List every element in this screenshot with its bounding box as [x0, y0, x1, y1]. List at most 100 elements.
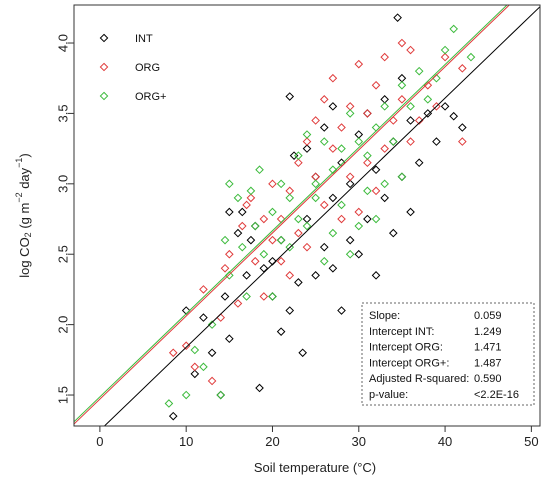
point-org-plus: [276, 179, 286, 189]
point-org-plus: [294, 151, 303, 160]
x-tick-label: 0: [96, 434, 103, 449]
point-org: [406, 137, 415, 146]
point-int: [255, 383, 264, 393]
point-org-plus: [371, 123, 381, 132]
point-org-plus: [302, 130, 312, 139]
point-org: [371, 80, 381, 90]
point-org: [181, 341, 191, 351]
point-org: [328, 144, 338, 153]
point-org-plus: [311, 179, 320, 189]
point-org-plus: [354, 221, 364, 231]
legend-marker: [99, 33, 109, 43]
point-int: [225, 207, 234, 217]
point-int: [276, 327, 286, 336]
point-int: [458, 123, 467, 132]
point-org: [345, 102, 355, 111]
point-org-plus: [242, 292, 251, 301]
y-tick-label: 2.5: [56, 245, 71, 263]
legend-label: INT: [135, 33, 153, 45]
point-org-plus: [311, 193, 320, 203]
point-int: [363, 214, 372, 224]
point-int: [440, 102, 450, 111]
point-org-plus: [397, 172, 407, 182]
point-org-plus: [216, 390, 226, 400]
point-org: [302, 137, 312, 146]
y-title-base: log CO: [17, 237, 32, 277]
point-org-plus: [276, 235, 286, 245]
point-org-plus: [237, 242, 247, 252]
point-org: [354, 59, 364, 69]
y-title-exp1: −2: [14, 192, 24, 202]
point-org: [328, 73, 338, 83]
legend-marker: [99, 62, 109, 72]
y-title-sub: 2: [23, 232, 33, 237]
y-tick-label: 1.5: [56, 386, 71, 404]
point-org: [380, 52, 389, 62]
point-org: [380, 144, 389, 153]
regression-line-org-plus: [74, 5, 508, 423]
point-org-plus: [259, 249, 269, 259]
regression-line-int: [103, 6, 540, 426]
point-int: [328, 102, 338, 111]
axes: 0 10 20 30 40 50 1.5 2.0 2.5 3.0 3.5 4.0: [56, 4, 541, 449]
point-org-plus: [388, 137, 398, 146]
point-org: [294, 228, 303, 238]
point-int: [285, 306, 295, 315]
point-int: [337, 158, 346, 168]
point-org-plus: [354, 137, 364, 146]
point-org: [345, 172, 355, 182]
regression-lines: [74, 5, 540, 426]
point-org-plus: [250, 221, 260, 231]
point-org-plus: [285, 193, 295, 203]
point-org: [414, 116, 424, 125]
y-title-day: day: [17, 167, 32, 192]
point-org-plus: [406, 102, 415, 111]
point-org: [190, 362, 200, 372]
point-org-plus: [319, 137, 329, 146]
point-org: [259, 214, 269, 224]
point-org-plus: [199, 362, 208, 372]
point-int: [406, 116, 415, 125]
point-org-plus: [164, 399, 174, 408]
point-org: [388, 116, 398, 125]
legend-label: ORG: [135, 62, 160, 74]
point-org-plus: [345, 249, 355, 259]
point-int: [380, 193, 389, 203]
point-int: [397, 73, 407, 83]
axis-titles: Soil temperature (°C) log CO2 (g m−2 day−…: [14, 153, 376, 475]
point-org: [319, 95, 329, 104]
y-tick-label: 3.5: [56, 104, 71, 122]
point-int: [406, 207, 415, 217]
point-int: [216, 390, 226, 400]
point-org-plus: [337, 144, 346, 153]
point-org-plus: [449, 24, 459, 34]
point-int: [363, 109, 372, 118]
stats-label: Intercept ORG+:: [369, 357, 449, 369]
point-int: [298, 348, 307, 358]
point-int: [302, 214, 312, 224]
point-org-plus: [440, 45, 450, 55]
y-tick-label: 3.0: [56, 175, 71, 193]
y-title-units: (g m: [17, 203, 32, 233]
point-org: [237, 221, 247, 231]
point-org: [397, 95, 407, 104]
stats-value: 0.590: [474, 373, 502, 385]
point-org: [250, 256, 260, 266]
point-int: [328, 263, 338, 273]
point-int: [393, 13, 402, 22]
point-org-plus: [225, 179, 234, 189]
point-org-plus: [345, 109, 355, 118]
regression-line-org: [74, 5, 511, 425]
point-org: [302, 242, 312, 252]
point-int: [268, 292, 277, 301]
legend: INT ORG ORG+: [99, 33, 166, 103]
point-org-plus: [363, 151, 372, 160]
point-org: [311, 172, 320, 182]
stats-value: 1.249: [474, 326, 502, 338]
point-org-plus: [302, 221, 312, 231]
plot-frame: [73, 4, 541, 427]
point-org: [285, 271, 295, 280]
point-org: [246, 193, 256, 203]
point-org: [363, 158, 372, 168]
